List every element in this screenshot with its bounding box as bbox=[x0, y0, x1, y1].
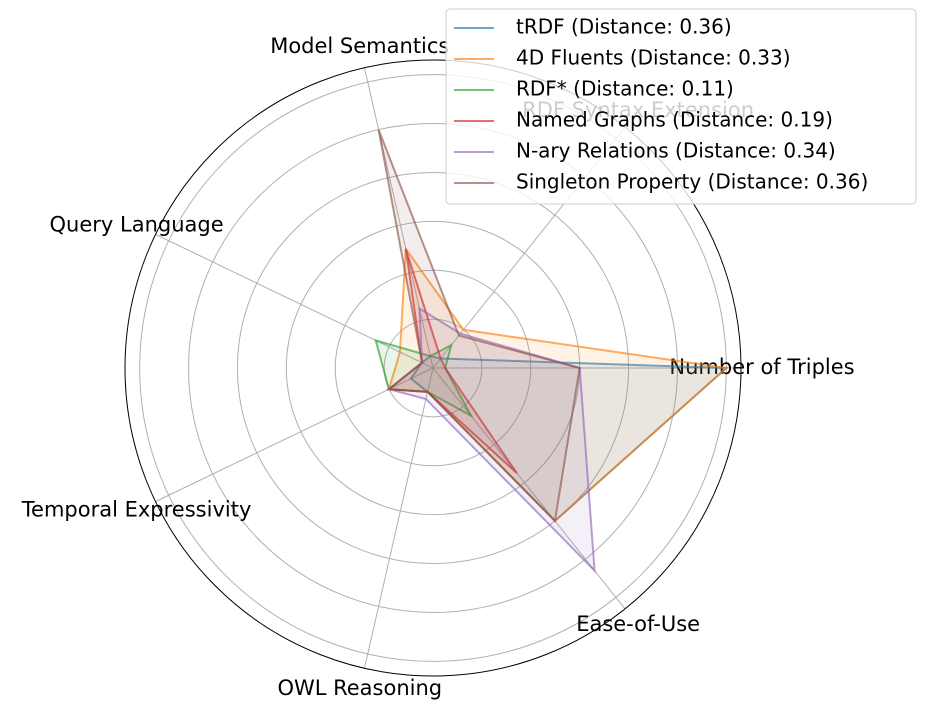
legend-box bbox=[445, 8, 917, 205]
axis-spoke bbox=[363, 67, 434, 369]
legend-label: Singleton Property (Distance: 0.36) bbox=[516, 170, 868, 194]
series-area bbox=[378, 129, 580, 521]
legend-label: tRDF (Distance: 0.36) bbox=[516, 15, 732, 39]
axis-spoke bbox=[363, 367, 434, 669]
legend-label: N-ary Relations (Distance: 0.34) bbox=[516, 139, 836, 163]
axis-label: Ease-of-Use bbox=[576, 612, 700, 636]
series-line bbox=[377, 129, 581, 523]
series-area bbox=[388, 308, 595, 571]
axis-label: OWL Reasoning bbox=[277, 676, 442, 700]
series-area bbox=[388, 248, 517, 474]
axis-label: Model Semantics bbox=[270, 34, 449, 58]
series-line bbox=[374, 338, 474, 419]
axis-label: Temporal Expressivity bbox=[21, 498, 252, 522]
axis-spoke bbox=[155, 233, 434, 369]
axis-label: Query Language bbox=[50, 212, 224, 236]
legend-label: Named Graphs (Distance: 0.19) bbox=[516, 108, 833, 132]
axis-spoke bbox=[155, 367, 434, 503]
series-area bbox=[388, 248, 727, 521]
legend: tRDF (Distance: 0.36) 4D Fluents (Distanc… bbox=[445, 8, 917, 205]
legend-label: RDF* (Distance: 0.11) bbox=[516, 77, 734, 101]
outer-frame bbox=[124, 59, 742, 677]
legend-label: 4D Fluents (Distance: 0.33) bbox=[516, 46, 791, 70]
